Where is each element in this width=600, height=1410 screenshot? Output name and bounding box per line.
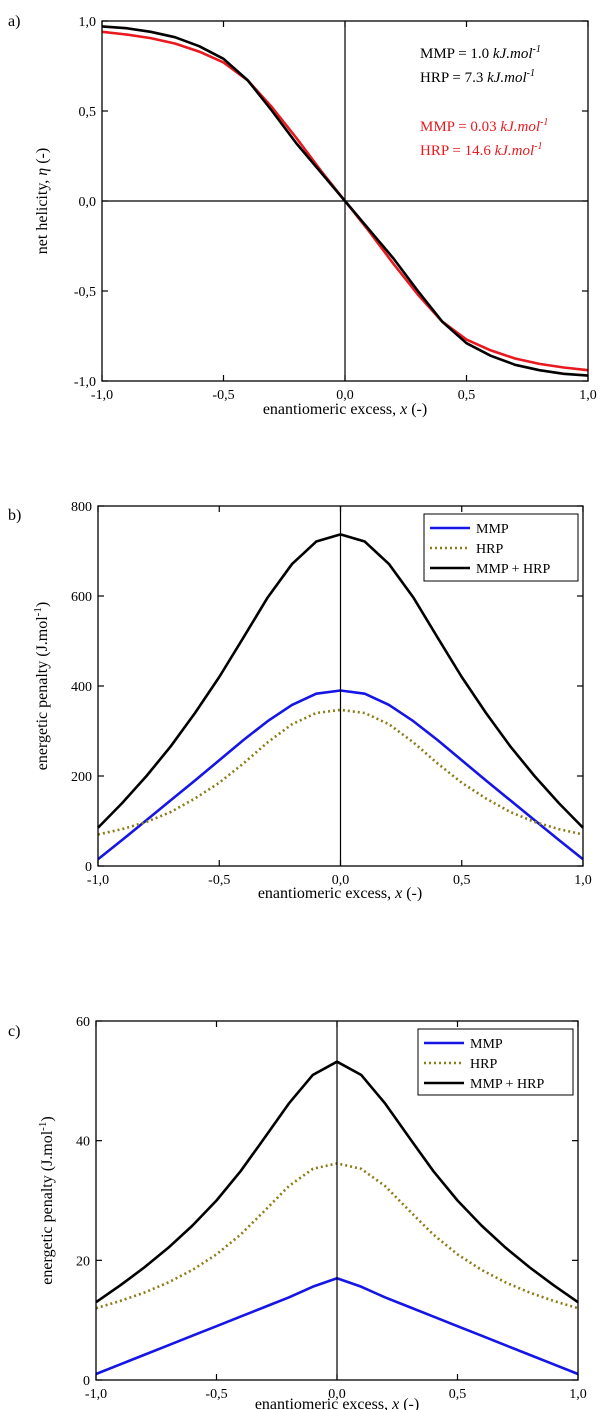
- x-tick-label: 0,5: [458, 388, 476, 403]
- chart-panel-b: b) -1,0 -0,5 0,0 0,5 1,0 0 200 400 600 800 enantiom…: [8, 500, 592, 902]
- series-line-hrp: [97, 708, 584, 836]
- y-tick-label: 800: [71, 500, 92, 515]
- x-axis-label: enantiomeric excess, x (-): [258, 885, 422, 902]
- x-tick-label: 1,0: [569, 1387, 587, 1402]
- y-tick-label: 600: [71, 590, 92, 605]
- y-tick-label: 0,5: [79, 105, 97, 120]
- y-axis-label: net helicity, η (-): [34, 148, 51, 254]
- x-tick-label: -1,0: [91, 388, 113, 403]
- legend-label: HRP: [476, 542, 503, 557]
- y-tick-label: 400: [71, 680, 92, 695]
- annotation-text: MMP = 1.0 kJ.mol-1: [420, 44, 541, 62]
- annotation-text: MMP = 0.03 kJ.mol-1: [420, 117, 548, 135]
- panel-label: c): [8, 1023, 20, 1040]
- y-tick-label: 200: [71, 770, 92, 785]
- y-tick-label: 0: [83, 1374, 90, 1389]
- y-tick-label: 60: [76, 1015, 90, 1030]
- x-tick-label: 1,0: [579, 388, 597, 403]
- x-tick-label: 0,0: [328, 1387, 346, 1402]
- legend-label: MMP + HRP: [476, 562, 551, 577]
- annotation-text: HRP = 14.6 kJ.mol-1: [420, 141, 543, 159]
- y-tick-label: -1,0: [74, 375, 96, 390]
- x-axis-label: enantiomeric excess, x (-): [255, 1396, 419, 1410]
- y-tick-label: 0,0: [79, 195, 97, 210]
- annotation-text: HRP = 7.3 kJ.mol-1: [420, 68, 535, 86]
- x-tick-label: -0,5: [212, 388, 234, 403]
- legend-box: [423, 513, 579, 582]
- legend-label: MMP: [476, 522, 509, 537]
- y-tick-label: 0: [85, 860, 92, 875]
- y-tick-label: 40: [76, 1135, 90, 1150]
- y-tick-label: 20: [76, 1254, 90, 1269]
- panel-label: b): [8, 507, 21, 524]
- x-tick-label: -1,0: [85, 1387, 107, 1402]
- x-tick-label: 0,5: [449, 1387, 467, 1402]
- panel-label: a): [8, 13, 20, 30]
- x-tick-label: 1,0: [574, 873, 592, 888]
- x-tick-label: -0,5: [205, 1387, 227, 1402]
- x-tick-label: 0,5: [453, 873, 471, 888]
- y-axis-label: energetic penalty (J.mol-1): [37, 1116, 56, 1284]
- legend-label: MMP + HRP: [470, 1077, 545, 1092]
- legend-label: HRP: [470, 1057, 497, 1072]
- x-tick-label: -0,5: [208, 873, 230, 888]
- x-tick-label: 0,0: [336, 388, 354, 403]
- y-axis-label: energetic penalty (J.mol-1): [32, 602, 51, 770]
- y-tick-label: -0,5: [74, 285, 96, 300]
- x-axis-label: enantiomeric excess, x (-): [263, 401, 427, 418]
- chart-panel-a: a) -1,0 -0,5 0,0 0,5 1,0 -1,0 -0,5 0,0 0,5 1,0 enan…: [8, 13, 597, 418]
- legend-label: MMP: [470, 1037, 503, 1052]
- chart-panel-c: c) -1,0 -0,5 0,0 0,5 1,0 0 20 40 60 enantiomeric e…: [8, 1015, 587, 1410]
- x-tick-label: -1,0: [87, 873, 109, 888]
- x-tick-label: 0,0: [332, 873, 350, 888]
- y-tick-label: 1,0: [79, 15, 97, 30]
